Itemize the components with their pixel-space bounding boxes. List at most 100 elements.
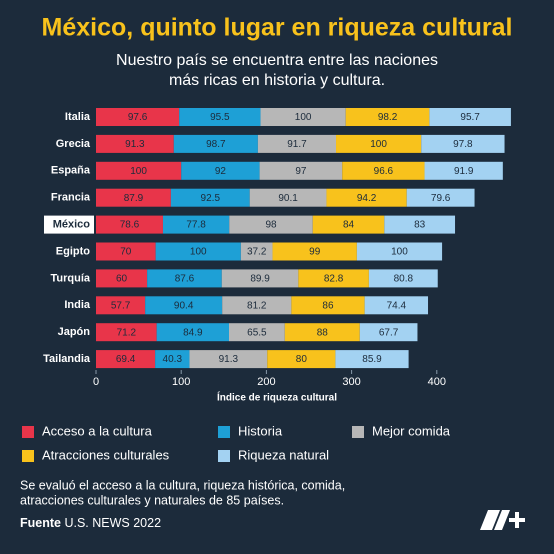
data-label: 80: [296, 354, 308, 365]
bar-segment: [359, 323, 418, 342]
data-label: 87.6: [175, 274, 195, 285]
bar-segment: [189, 350, 268, 369]
data-label: 89.9: [250, 274, 270, 285]
chart-title: México, quinto lugar en riqueza cultural: [42, 14, 513, 42]
source-label: Fuente: [20, 516, 61, 530]
data-label: 87.9: [124, 193, 144, 204]
bar-segment: [221, 269, 299, 288]
source: Fuente U.S. NEWS 2022: [20, 516, 161, 530]
data-label: 85.9: [362, 354, 382, 365]
note: atracciones culturales y naturales de 85…: [20, 493, 284, 507]
bar-segment: [429, 108, 511, 126]
data-label: 83: [414, 220, 426, 231]
bar-segment: [259, 161, 343, 180]
y-tick-label: España: [51, 165, 91, 177]
bar-segment: [179, 108, 261, 126]
bar-segment: [424, 161, 503, 180]
data-label: 91.3: [125, 139, 145, 150]
bar-segment: [336, 134, 422, 153]
bar-segment: [96, 242, 156, 261]
bar-segment: [368, 269, 438, 288]
bar-segment: [272, 242, 357, 261]
bar-segment: [228, 323, 285, 342]
data-label: 57.7: [111, 300, 131, 311]
data-label: 99: [309, 247, 321, 258]
data-label: 67.7: [379, 327, 399, 338]
bar-segment: [260, 108, 346, 126]
x-axis-label: Índice de riqueza cultural: [217, 391, 337, 404]
data-label: 90.1: [278, 193, 298, 204]
bar-segment: [298, 269, 369, 288]
y-tick-label: México: [53, 219, 91, 231]
bar-segment: [356, 242, 443, 261]
y-tick-label: Turquía: [50, 272, 90, 284]
data-label: 77.8: [186, 220, 206, 231]
bar-segment: [96, 350, 156, 369]
bar-segment: [147, 269, 222, 288]
highlight-box: [44, 215, 94, 234]
data-label: 92: [215, 166, 227, 177]
bar-segment: [342, 161, 425, 180]
data-label: 84.9: [183, 327, 203, 338]
data-label: 69.4: [116, 354, 136, 365]
data-label: 96.6: [374, 166, 394, 177]
legend-label: Mejor comida: [372, 423, 451, 438]
chart-subtitle: Nuestro país se encuentra entre las naci…: [116, 52, 438, 69]
bar-segment: [421, 134, 505, 153]
data-label: 60: [116, 274, 128, 285]
bar-segment: [96, 323, 157, 342]
data-label: 90.4: [174, 300, 194, 311]
legend-swatch: [218, 426, 230, 438]
data-label: 88: [317, 327, 329, 338]
data-label: 98.7: [206, 139, 226, 150]
data-label: 100: [190, 247, 207, 258]
data-label: 95.7: [460, 112, 480, 123]
y-tick-label: Japón: [58, 326, 91, 338]
legend-label: Acceso a la cultura: [42, 423, 153, 438]
bar-segment: [326, 188, 407, 207]
bar-segment: [96, 161, 182, 180]
data-label: 97: [295, 166, 307, 177]
x-tick-label: 100: [172, 376, 190, 388]
data-label: 70: [120, 247, 132, 258]
y-tick-label: India: [64, 299, 91, 311]
data-label: 40.3: [163, 354, 183, 365]
bar-segment: [267, 350, 336, 369]
bar-segment: [384, 215, 456, 234]
data-label: 81.2: [247, 300, 267, 311]
data-label: 95.5: [210, 112, 230, 123]
data-label: 82.8: [324, 274, 344, 285]
data-label: 98.2: [378, 112, 398, 123]
legend-swatch: [22, 426, 34, 438]
bar-segment: [156, 323, 229, 342]
bar-segment: [249, 188, 327, 207]
legend-label: Historia: [238, 423, 283, 438]
data-label: 78.6: [120, 220, 140, 231]
data-label: 37.2: [247, 247, 267, 258]
bar-segment: [155, 350, 190, 369]
bar-segment: [96, 269, 148, 288]
bar-segment: [96, 296, 146, 315]
x-tick-label: 300: [342, 376, 360, 388]
x-tick-label: 200: [257, 376, 275, 388]
bar-segment: [364, 296, 429, 315]
bar-segment: [96, 188, 171, 207]
data-label: 100: [130, 166, 147, 177]
data-label: 91.3: [219, 354, 239, 365]
legend-label: Riqueza natural: [238, 447, 329, 462]
bar-segment: [162, 215, 230, 234]
bar-segment: [170, 188, 250, 207]
source-text: U.S. NEWS 2022: [64, 516, 161, 530]
bar-segment: [257, 134, 337, 153]
data-label: 94.2: [357, 193, 377, 204]
bar-segment: [335, 350, 409, 369]
data-label: 86: [322, 300, 334, 311]
bar-segment: [181, 161, 260, 180]
legend-label: Atracciones culturales: [42, 447, 170, 462]
bar-segment: [284, 323, 360, 342]
bar-segment: [406, 188, 475, 207]
bar-segment: [155, 242, 241, 261]
y-tick-label: Grecia: [56, 138, 91, 150]
legend-swatch: [218, 450, 230, 462]
